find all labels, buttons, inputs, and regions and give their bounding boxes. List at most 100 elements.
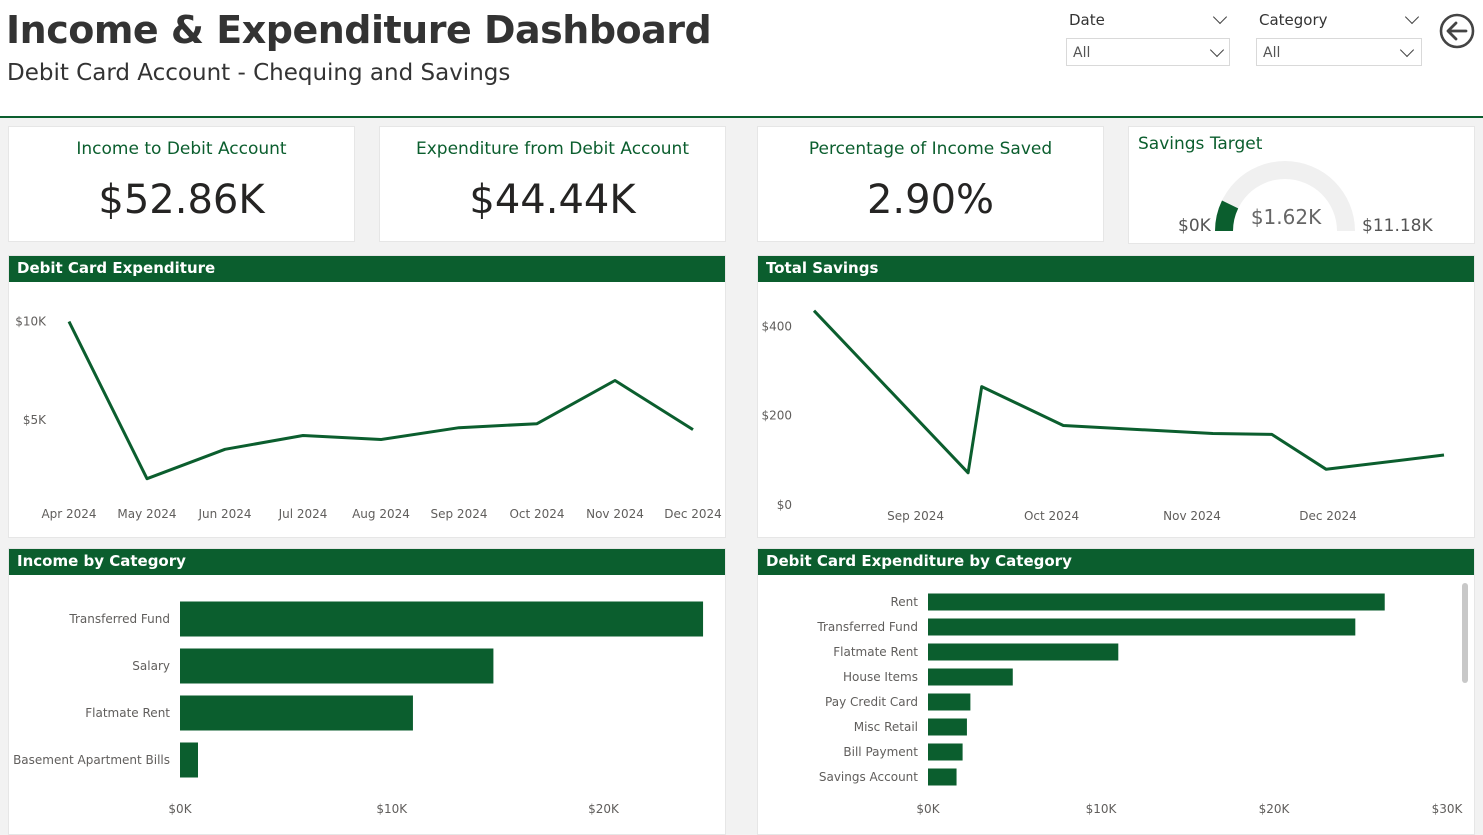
bar [180,742,198,778]
kpi-card-title: Percentage of Income Saved [808,139,1053,159]
date-slicer: Date All [1066,8,1232,70]
kpi-card-value: $52.86K [98,177,265,223]
x-tick-label: Aug 2024 [352,507,410,521]
x-tick-label: Jul 2024 [278,507,328,521]
bar [928,593,1385,611]
date-slicer-label: Date [1069,11,1105,29]
kpi-card-value: 2.90% [866,177,995,223]
chevron-down-icon [1209,42,1225,58]
panel-header: Total Savings [758,256,1474,282]
bar [180,601,704,637]
chevron-down-icon [1399,42,1415,58]
panel-title: Total Savings [766,259,879,277]
category-slicer: Category All [1256,8,1422,70]
scrollbar[interactable] [1462,583,1468,683]
x-tick-label: Apr 2024 [41,507,96,521]
x-tick-label: $30K [1432,802,1464,816]
category-dropdown[interactable]: All [1256,38,1422,66]
gauge-track [1215,161,1355,231]
category-label: Basement Apartment Bills [13,753,170,767]
page-subtitle: Debit Card Account - Chequing and Saving… [7,60,511,86]
back-button[interactable] [1438,12,1476,50]
total-savings-line-chart: $0 $200 $400 Sep 2024 Oct 2024 Nov 2024 Dec 20… [761,309,1445,523]
panel-title: Income by Category [17,552,186,570]
x-tick-label: $0K [916,802,940,816]
y-tick-label: $400 [761,319,792,333]
category-label: Rent [891,595,919,609]
category-label: Bill Payment [843,745,918,759]
header-divider [0,116,1483,118]
category-label: Flatmate Rent [833,645,918,659]
gauge-min-label: $0K [1178,216,1212,236]
bar [928,768,957,786]
panel-title: Debit Card Expenditure [17,259,216,277]
bar [928,643,1119,661]
category-slicer-label: Category [1259,11,1328,29]
x-tick-label: Nov 2024 [586,507,644,521]
page-title: Income & Expenditure Dashboard [6,8,712,52]
panel-header: Income by Category [9,549,725,575]
y-tick-label: $200 [761,409,792,423]
bar [928,668,1013,686]
kpi-card-expenditure: Expenditure from Debit Account $44.44K [379,126,726,242]
y-tick-label: $10K [15,315,47,329]
category-label: Flatmate Rent [85,706,170,720]
savings-target-title: Savings Target [1138,134,1263,154]
panel-header: Debit Card Expenditure by Category [758,549,1474,575]
x-tick-label: Dec 2024 [664,507,722,521]
bar [928,693,971,711]
income-by-category-bar-chart: Transferred Fund Salary Flatmate Rent Basem… [13,601,704,816]
bar [180,695,413,731]
category-label: Misc Retail [854,720,918,734]
category-label: Pay Credit Card [825,695,918,709]
series-line [67,320,694,481]
x-tick-label: $10K [1086,802,1118,816]
x-tick-label: $20K [588,802,620,816]
x-tick-label: Sep 2024 [431,507,488,521]
kpi-card-title: Income to Debit Account [76,139,287,159]
kpi-card-title: Expenditure from Debit Account [416,139,689,159]
bar [928,743,963,761]
debit-expenditure-line-chart: $5K $10K Apr 2024 May 2024 Jun 2024 Jul 2024 A… [15,315,722,521]
panel-income-by-category: Income by Category Transferred Fund Salar… [8,548,726,835]
panel-total-savings: Total Savings $0 $200 $400 Sep 2024 Oct 2024… [757,255,1475,538]
y-tick-label: $0 [777,498,792,512]
gauge-fill [1215,200,1239,231]
x-tick-label: May 2024 [117,507,176,521]
x-tick-label: Nov 2024 [1163,509,1221,523]
x-tick-label: Sep 2024 [887,509,944,523]
x-tick-label: $0K [168,802,192,816]
panel-expenditure-by-category: Debit Card Expenditure by Category Rent T… [757,548,1475,835]
bar [180,648,494,684]
category-label: House Items [843,670,918,684]
x-tick-label: Oct 2024 [1024,509,1079,523]
kpi-card-percentage-saved: Percentage of Income Saved 2.90% [757,126,1104,242]
category-dropdown-value: All [1263,45,1281,61]
chevron-down-icon[interactable] [1404,9,1420,25]
category-label: Salary [132,659,170,673]
x-tick-label: Dec 2024 [1299,509,1357,523]
kpi-card-income: Income to Debit Account $52.86K [8,126,355,242]
savings-target-gauge: $0K $1.62K $11.18K [1178,161,1433,236]
chevron-down-icon[interactable] [1212,9,1228,25]
panel-debit-card-expenditure: Debit Card Expenditure $5K $10K Apr 2024 Ma… [8,255,726,538]
category-label: Transferred Fund [68,612,170,626]
bar [928,618,1356,636]
bar [928,718,967,736]
x-tick-label: Oct 2024 [509,507,564,521]
panel-title: Debit Card Expenditure by Category [766,552,1072,570]
panel-header: Debit Card Expenditure [9,256,725,282]
savings-target-card: Savings Target $0K $1.62K $11.18K [1128,126,1475,244]
series-line [812,309,1445,475]
category-label: Savings Account [819,770,918,784]
y-tick-label: $5K [23,413,47,427]
x-tick-label: Jun 2024 [197,507,251,521]
x-tick-label: $10K [376,802,408,816]
expenditure-by-category-bar-chart: Rent Transferred Fund Flatmate Rent House I… [816,593,1464,816]
date-dropdown-value: All [1073,45,1091,61]
gauge-value-label: $1.62K [1251,205,1322,229]
gauge-max-label: $11.18K [1362,216,1433,236]
date-dropdown[interactable]: All [1066,38,1230,66]
category-label: Transferred Fund [816,620,918,634]
x-tick-label: $20K [1259,802,1291,816]
